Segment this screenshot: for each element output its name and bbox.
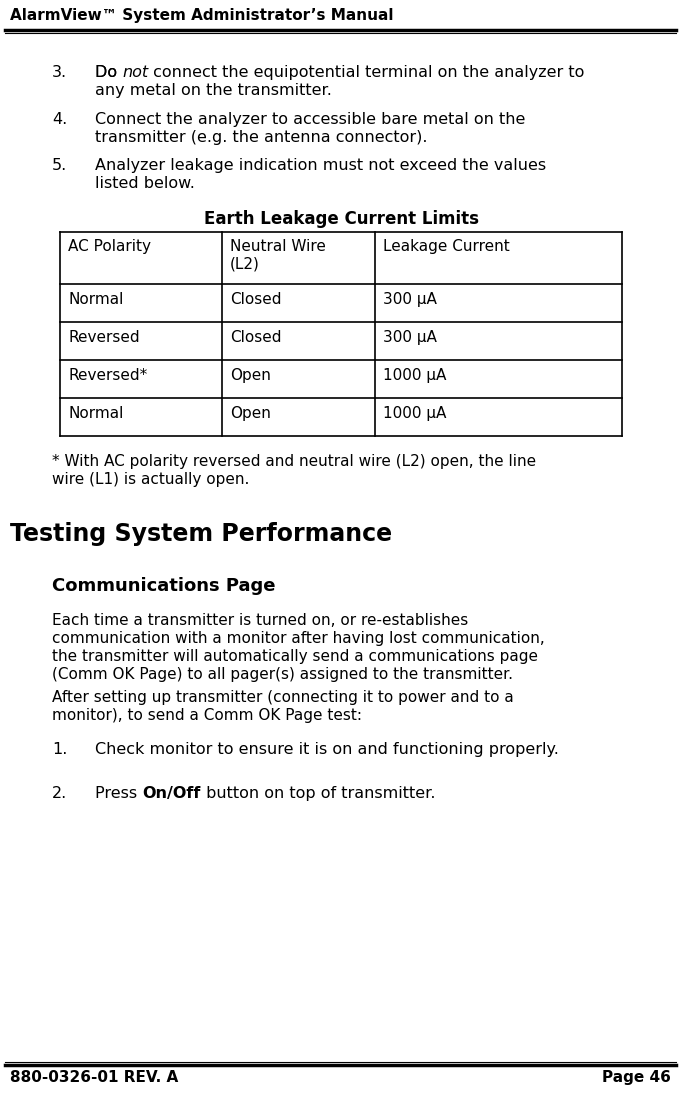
- Text: AC Polarity: AC Polarity: [68, 239, 151, 254]
- Text: Page 46: Page 46: [602, 1070, 671, 1085]
- Text: Closed: Closed: [230, 292, 281, 307]
- Text: 3.: 3.: [52, 65, 67, 80]
- Text: Neutral Wire
(L2): Neutral Wire (L2): [230, 239, 326, 272]
- Text: listed below.: listed below.: [95, 176, 195, 191]
- Text: the transmitter will automatically send a communications page: the transmitter will automatically send …: [52, 649, 538, 664]
- Text: Reversed*: Reversed*: [68, 368, 147, 383]
- Text: monitor), to send a Comm OK Page test:: monitor), to send a Comm OK Page test:: [52, 708, 362, 723]
- Text: Normal: Normal: [68, 406, 123, 421]
- Text: not: not: [123, 65, 148, 80]
- Text: 1.: 1.: [52, 742, 67, 757]
- Text: (Comm OK Page) to all pager(s) assigned to the transmitter.: (Comm OK Page) to all pager(s) assigned …: [52, 667, 513, 682]
- Text: Do: Do: [95, 65, 123, 80]
- Text: Communications Page: Communications Page: [52, 576, 276, 595]
- Text: button on top of transmitter.: button on top of transmitter.: [201, 786, 435, 801]
- Text: Leakage Current: Leakage Current: [383, 239, 510, 254]
- Text: 300 µA: 300 µA: [383, 330, 437, 345]
- Text: 2.: 2.: [52, 786, 67, 801]
- Text: On/Off: On/Off: [142, 786, 201, 801]
- Text: Press: Press: [95, 786, 142, 801]
- Text: Normal: Normal: [68, 292, 123, 307]
- Text: Earth Leakage Current Limits: Earth Leakage Current Limits: [204, 210, 479, 228]
- Text: Closed: Closed: [230, 330, 281, 345]
- Text: 5.: 5.: [52, 158, 67, 173]
- Text: 300 µA: 300 µA: [383, 292, 437, 307]
- Text: any metal on the transmitter.: any metal on the transmitter.: [95, 83, 332, 98]
- Text: * With AC polarity reversed and neutral wire (L2) open, the line: * With AC polarity reversed and neutral …: [52, 454, 536, 469]
- Text: 1000 µA: 1000 µA: [383, 368, 446, 383]
- Text: Testing System Performance: Testing System Performance: [10, 522, 392, 546]
- Text: 4.: 4.: [52, 112, 67, 127]
- Text: wire (L1) is actually open.: wire (L1) is actually open.: [52, 472, 249, 487]
- Text: transmitter (e.g. the antenna connector).: transmitter (e.g. the antenna connector)…: [95, 130, 428, 145]
- Text: Open: Open: [230, 368, 271, 383]
- Text: Each time a transmitter is turned on, or re-establishes: Each time a transmitter is turned on, or…: [52, 613, 469, 628]
- Text: Do: Do: [95, 65, 123, 80]
- Text: Check monitor to ensure it is on and functioning properly.: Check monitor to ensure it is on and fun…: [95, 742, 559, 757]
- Text: connect the equipotential terminal on the analyzer to: connect the equipotential terminal on th…: [148, 65, 585, 80]
- Text: Connect the analyzer to accessible bare metal on the: Connect the analyzer to accessible bare …: [95, 112, 525, 127]
- Text: Reversed: Reversed: [68, 330, 140, 345]
- Text: communication with a monitor after having lost communication,: communication with a monitor after havin…: [52, 631, 545, 646]
- Text: Open: Open: [230, 406, 271, 421]
- Text: AlarmView™ System Administrator’s Manual: AlarmView™ System Administrator’s Manual: [10, 8, 394, 23]
- Text: After setting up transmitter (connecting it to power and to a: After setting up transmitter (connecting…: [52, 690, 513, 705]
- Text: Analyzer leakage indication must not exceed the values: Analyzer leakage indication must not exc…: [95, 158, 546, 173]
- Text: 1000 µA: 1000 µA: [383, 406, 446, 421]
- Text: 880-0326-01 REV. A: 880-0326-01 REV. A: [10, 1070, 178, 1085]
